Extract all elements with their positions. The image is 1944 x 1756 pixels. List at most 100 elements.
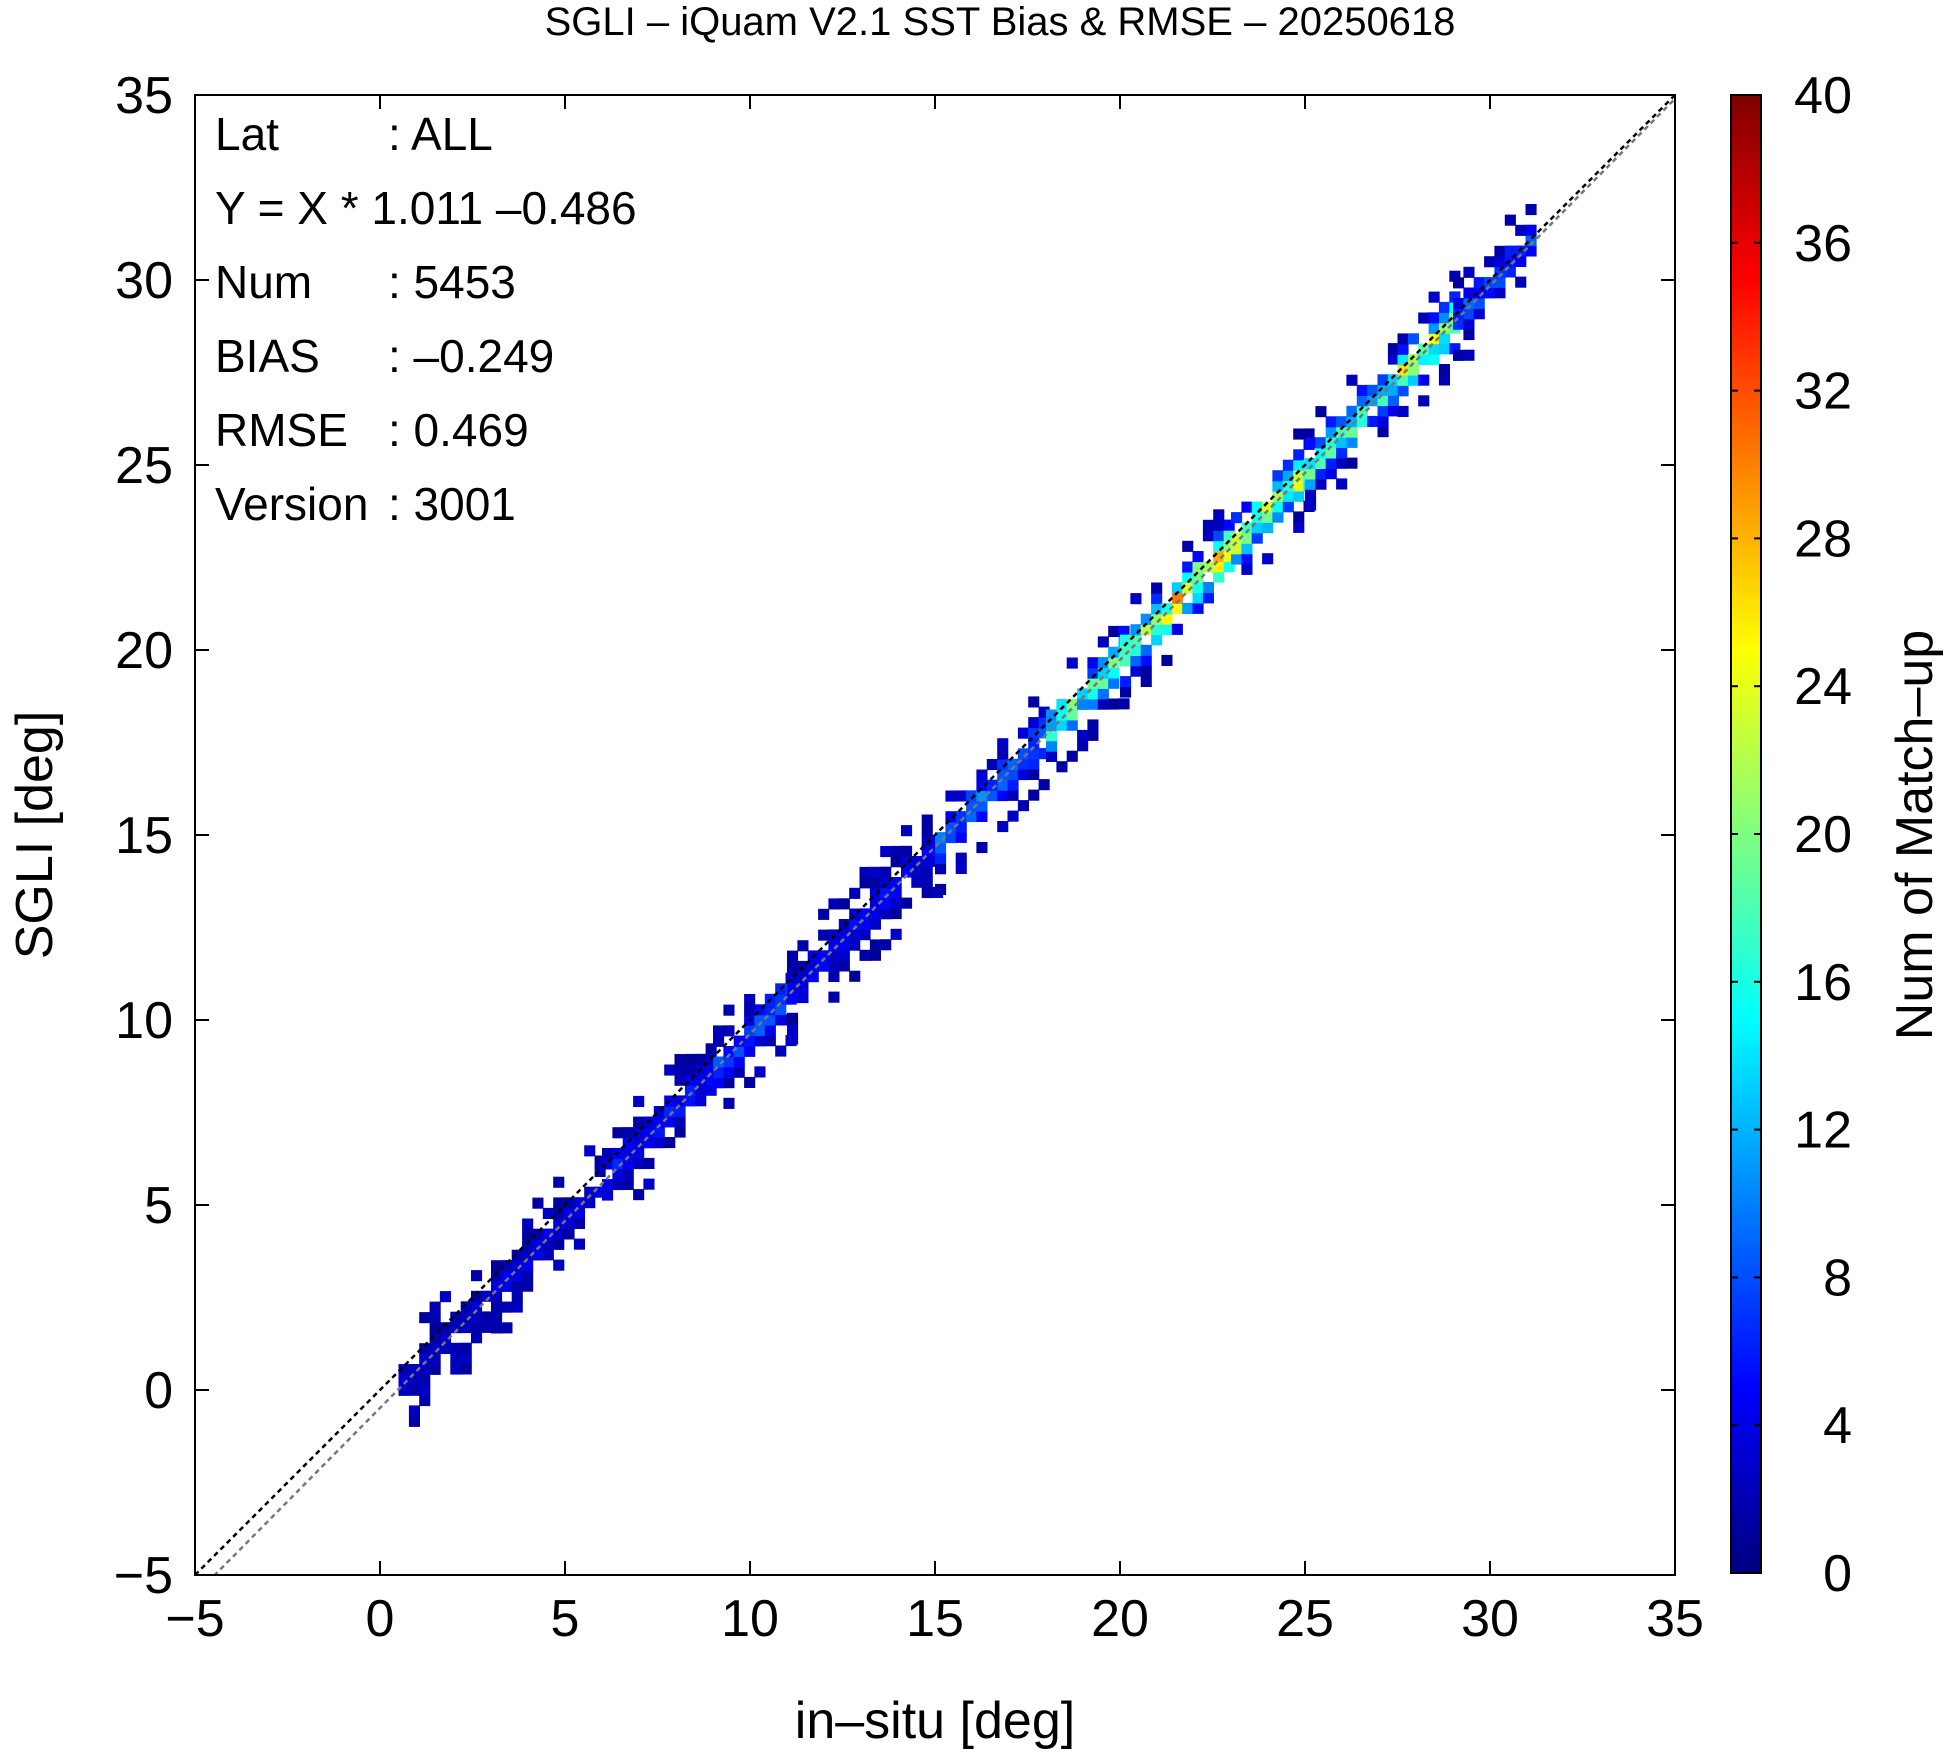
density-cell (450, 1353, 462, 1365)
density-cell (733, 1066, 745, 1078)
density-cell (1315, 437, 1327, 449)
density-cell (1017, 748, 1029, 760)
density-cell (1038, 717, 1050, 729)
density-cell (532, 1239, 544, 1251)
annotation-key-3: BIAS (215, 330, 320, 382)
density-cell (398, 1374, 410, 1386)
density-cell (602, 1189, 614, 1201)
density-cell (935, 883, 947, 895)
density-cell (818, 960, 830, 972)
density-cell (460, 1301, 472, 1313)
density-cell (1438, 312, 1450, 324)
density-cell (429, 1312, 441, 1324)
density-cell (880, 939, 892, 951)
y-tick-label: −5 (114, 1547, 173, 1605)
density-cell (1504, 245, 1516, 257)
density-cell (1336, 478, 1348, 490)
density-cell (838, 950, 850, 962)
density-cell (491, 1281, 503, 1293)
density-cell (986, 759, 998, 771)
density-cell (522, 1280, 534, 1292)
density-cell (695, 1074, 707, 1086)
density-cell (1192, 571, 1204, 583)
colorbar-tick-label: 32 (1794, 363, 1852, 421)
density-cell (501, 1280, 513, 1292)
density-cell (1202, 530, 1214, 542)
density-cell (890, 877, 902, 889)
density-cell (1325, 457, 1337, 469)
density-cell (450, 1363, 462, 1375)
density-cell (1272, 511, 1284, 523)
density-cell (1515, 245, 1527, 257)
density-cell (1272, 490, 1284, 502)
density-cell (1418, 353, 1430, 365)
density-cell (733, 1035, 745, 1047)
density-cell (1463, 287, 1475, 299)
density-cell (1325, 426, 1337, 438)
annotation-value-3: : –0.249 (388, 330, 554, 382)
density-cell (684, 1084, 696, 1096)
density-cell (1325, 416, 1337, 428)
density-cell (408, 1364, 420, 1376)
density-cell (664, 1116, 676, 1128)
density-cell (1346, 374, 1358, 386)
density-cell (501, 1260, 513, 1272)
density-cell (705, 1084, 717, 1096)
density-cell (398, 1364, 410, 1376)
density-cell (664, 1064, 676, 1076)
density-cell (754, 1025, 766, 1037)
density-cell (1473, 287, 1485, 299)
density-cell (674, 1095, 686, 1107)
density-cell (491, 1270, 503, 1282)
density-cell (633, 1137, 645, 1149)
density-cell (838, 960, 850, 972)
density-cell (501, 1322, 513, 1334)
density-cell (563, 1228, 575, 1240)
density-cell (1151, 613, 1163, 625)
x-tick-label: −5 (165, 1590, 224, 1648)
density-cell (1293, 511, 1305, 523)
density-cell (976, 769, 988, 781)
density-cell (653, 1106, 665, 1118)
density-cell (542, 1207, 554, 1219)
density-cell (695, 1095, 707, 1107)
density-cell (849, 887, 861, 899)
density-cell (1108, 667, 1120, 679)
density-cell (1449, 291, 1461, 303)
density-cell (955, 811, 967, 823)
density-cell (553, 1207, 565, 1219)
density-cell (1017, 727, 1029, 739)
density-cell (1418, 343, 1430, 355)
density-cell (1346, 416, 1358, 428)
colorbar-tick-label: 28 (1794, 510, 1852, 568)
density-cell (754, 1004, 766, 1016)
density-cell (797, 960, 809, 972)
colorbar-tick-label: 36 (1794, 215, 1852, 273)
density-cell (911, 856, 923, 868)
density-cell (501, 1301, 513, 1313)
density-cell (744, 1025, 756, 1037)
density-cell (429, 1363, 441, 1375)
density-cell (1397, 385, 1409, 397)
density-cell (1223, 519, 1235, 531)
density-cell (849, 908, 861, 920)
density-cell (653, 1137, 665, 1149)
density-cell (1525, 204, 1537, 216)
density-cell (633, 1116, 645, 1128)
density-cell (439, 1342, 451, 1354)
density-cell (419, 1374, 431, 1386)
density-cell (713, 1025, 725, 1037)
density-cell (1046, 719, 1058, 731)
density-cell (1097, 688, 1109, 700)
density-cell (976, 790, 988, 802)
density-cell (1130, 624, 1142, 636)
colorbar-tick-label: 24 (1794, 658, 1852, 716)
density-cell (1515, 255, 1527, 267)
density-cell (1397, 333, 1409, 345)
density-cell (1438, 343, 1450, 355)
stats-annotations: Lat : ALL Y = X * 1.011 –0.486 Num : 545… (215, 108, 637, 530)
density-cell (1171, 592, 1183, 604)
density-cell (1315, 447, 1327, 459)
density-cell (1428, 333, 1440, 345)
density-cell (1282, 490, 1294, 502)
